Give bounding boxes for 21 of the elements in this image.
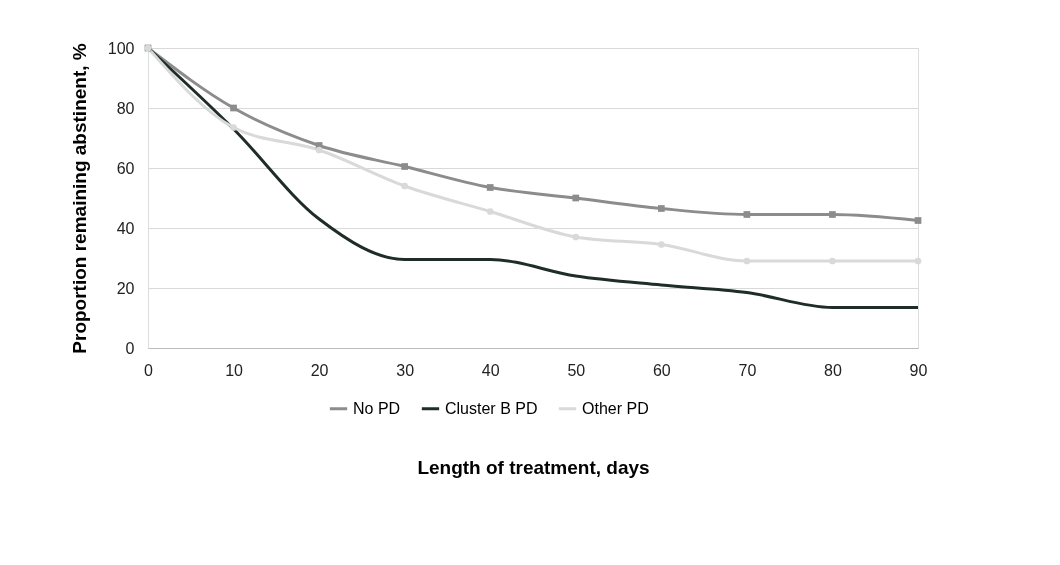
y-tick-label: 20 xyxy=(116,279,135,297)
x-tick-label: 60 xyxy=(652,361,671,379)
y-axis-title: Proportion remaining abstinent, % xyxy=(68,43,90,354)
x-tick-label: 40 xyxy=(481,361,500,379)
y-tick-label: 40 xyxy=(116,219,135,237)
legend-label: Cluster B PD xyxy=(445,399,538,417)
x-tick-label: 30 xyxy=(396,361,415,379)
y-tick-label: 100 xyxy=(107,39,135,57)
legend-label: No PD xyxy=(353,399,401,417)
x-tick-label: 90 xyxy=(909,361,928,379)
x-tick-label: 70 xyxy=(738,361,757,379)
x-tick-label: 20 xyxy=(310,361,329,379)
y-tick-label: 60 xyxy=(116,159,135,177)
legend-label: Other PD xyxy=(582,399,649,417)
y-tick-label: 80 xyxy=(116,99,135,117)
x-tick-label: 0 xyxy=(144,361,154,379)
x-tick-label: 80 xyxy=(824,361,842,379)
x-tick-label: 50 xyxy=(567,361,586,379)
x-axis-title: Length of treatment, days xyxy=(417,456,650,478)
y-tick-label: 0 xyxy=(125,339,135,357)
x-tick-label: 10 xyxy=(225,361,244,379)
